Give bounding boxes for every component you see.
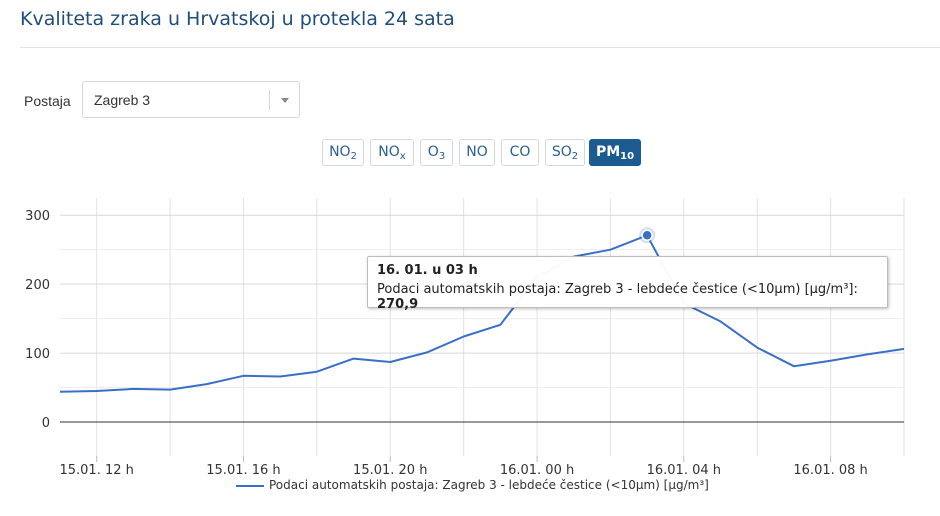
x-axis: 15.01. 12 h 15.01. 16 h 15.01. 20 h 16.01. … xyxy=(59,456,868,478)
series-line xyxy=(59,234,905,393)
x-tick-label: 15.01. 12 h xyxy=(59,463,133,478)
select-separator xyxy=(269,90,270,110)
x-tick-label: 15.01. 20 h xyxy=(353,463,427,478)
page-title: Kvaliteta zraka u Hrvatskoj u protekla 2… xyxy=(20,8,455,30)
y-tick-label: 300 xyxy=(25,209,50,224)
x-tick-label: 16.01. 08 h xyxy=(793,463,867,478)
pollutant-button-so2[interactable]: SO2 xyxy=(545,139,585,166)
title-divider xyxy=(20,47,940,48)
x-tick-label: 16.01. 00 h xyxy=(500,463,574,478)
y-tick-label: 100 xyxy=(25,347,50,362)
pollutant-selector: NO2 NOx O3 NO CO SO2 PM10 xyxy=(0,139,940,169)
chart-tooltip: 16. 01. u 03 h Podaci automatskih postaj… xyxy=(367,256,888,312)
y-axis: 0 100 200 300 xyxy=(25,209,904,431)
tooltip-date: 16. 01. u 03 h xyxy=(377,263,478,278)
chart-series xyxy=(59,227,905,393)
station-select[interactable]: Zagreb 3 xyxy=(82,81,300,118)
pollutant-button-pm10[interactable]: PM10 xyxy=(589,139,641,166)
y-tick-label: 0 xyxy=(42,416,50,431)
highlighted-point xyxy=(641,229,653,242)
chevron-down-icon[interactable] xyxy=(281,98,289,103)
tooltip-value: 270,9 xyxy=(377,297,419,312)
tooltip-series: Podaci automatskih postaja: Zagreb 3 - l… xyxy=(377,282,854,297)
legend-label: Podaci automatskih postaja: Zagreb 3 - l… xyxy=(269,478,709,492)
y-tick-label: 200 xyxy=(25,278,50,293)
legend-line-swatch xyxy=(236,484,264,487)
x-tick-label: 15.01. 16 h xyxy=(206,463,280,478)
pollutant-button-no[interactable]: NO xyxy=(459,139,495,166)
x-tick-label: 16.01. 04 h xyxy=(647,463,721,478)
station-label: Postaja xyxy=(24,93,71,109)
chart-legend[interactable]: Podaci automatskih postaja: Zagreb 3 - l… xyxy=(236,478,709,494)
chart-grid xyxy=(60,198,905,456)
pollutant-button-no2[interactable]: NO2 xyxy=(322,139,364,166)
station-select-value: Zagreb 3 xyxy=(94,92,151,108)
pollutant-button-o3[interactable]: O3 xyxy=(420,139,453,166)
pollutant-button-nox[interactable]: NOx xyxy=(370,139,414,166)
pollutant-button-co[interactable]: CO xyxy=(501,139,539,166)
